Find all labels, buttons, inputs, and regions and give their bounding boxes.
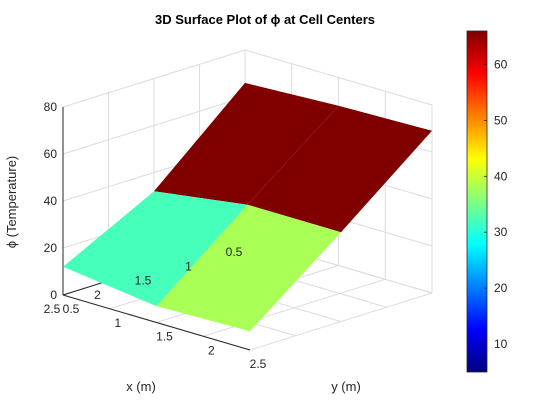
z-tick-label: 20 [44,241,58,255]
x-tick-label: 0.5 [226,245,243,259]
y-tick-label: 1.5 [156,330,173,344]
colorbar-tick-label: 30 [494,225,508,239]
z-tick-label: 80 [44,100,58,114]
chart-title: 3D Surface Plot of ϕ at Cell Centers [155,12,375,27]
colorbar-tick-label: 10 [494,337,508,351]
surface-face [156,204,341,332]
colorbar-tick-label: 40 [494,169,508,183]
z-tick-label: 40 [44,194,58,208]
y-axis-line [62,294,251,351]
colorbar-tick-label: 50 [494,113,508,127]
colorbar-gradient [466,30,488,373]
z-axis-label: ϕ (Temperature) [4,156,19,249]
grid-line [249,292,433,351]
x-tick-label: 1 [185,259,192,273]
x-tick-label: 1.5 [135,274,152,288]
surface-face [63,191,248,307]
z-tick-label: 0 [50,288,57,302]
x-tick-label: 2 [94,288,101,302]
y-tick-label: 2.5 [250,357,267,371]
grid-line [62,96,246,155]
x-tick-label: 2.5 [44,302,61,316]
x-axis-label: x (m) [126,379,156,394]
surface [63,82,432,332]
y-tick-label: 0.5 [63,302,80,316]
grid-line [244,49,433,106]
colorbar: 10 20 30 40 50 60 [466,30,508,373]
colorbar-tick-label: 20 [494,281,508,295]
colorbar-tick-label: 60 [494,58,508,72]
z-tick-label: 60 [44,147,58,161]
grid-line [62,49,246,108]
surface-face [154,82,339,205]
y-tick-label: 1 [114,316,121,330]
surface-face [247,105,432,233]
y-tick-label: 2 [208,343,215,357]
y-axis-label: y (m) [331,379,361,394]
